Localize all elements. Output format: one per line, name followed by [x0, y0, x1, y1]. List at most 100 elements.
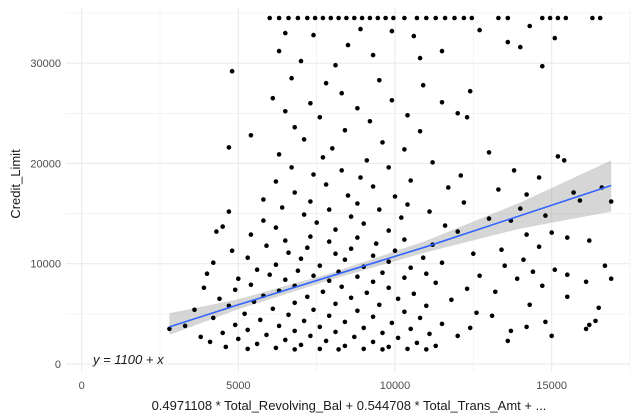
data-point — [328, 15, 334, 21]
data-point — [433, 343, 439, 349]
data-point — [386, 228, 392, 233]
data-point — [298, 256, 304, 262]
equation-suffix: + x — [146, 352, 164, 367]
data-point — [380, 347, 385, 352]
data-point — [524, 324, 529, 330]
data-point — [326, 278, 332, 284]
data-point — [375, 15, 381, 21]
data-point — [408, 265, 414, 271]
data-point — [408, 178, 414, 183]
data-point — [527, 23, 532, 29]
data-point — [236, 276, 241, 282]
data-point — [587, 238, 592, 243]
data-point — [276, 152, 282, 157]
data-point — [486, 216, 492, 221]
data-point — [232, 287, 238, 293]
fit-line — [169, 184, 612, 328]
data-point — [458, 173, 464, 178]
data-point — [521, 257, 526, 263]
data-point — [549, 333, 554, 339]
data-point — [402, 309, 407, 315]
data-point — [433, 280, 439, 286]
data-point — [417, 315, 423, 321]
data-point — [333, 227, 338, 232]
data-point — [361, 221, 367, 226]
data-point — [339, 90, 345, 96]
data-point — [493, 289, 498, 295]
y-axis-ticks: 0 10000 20000 30000 — [30, 58, 61, 371]
data-point — [389, 28, 395, 34]
data-point — [552, 267, 558, 273]
data-point — [602, 263, 608, 269]
data-point — [301, 318, 307, 324]
data-point — [370, 52, 376, 58]
data-point — [455, 111, 461, 116]
data-point — [563, 15, 569, 21]
data-point — [245, 327, 250, 333]
data-point — [305, 245, 310, 250]
data-point — [295, 268, 301, 274]
data-point — [377, 207, 382, 212]
data-point — [223, 344, 229, 350]
data-point — [392, 194, 398, 199]
data-point — [442, 223, 448, 228]
data-point — [344, 15, 349, 21]
data-point — [211, 260, 216, 266]
data-point — [270, 95, 276, 101]
data-point — [399, 215, 404, 220]
data-point — [283, 109, 288, 114]
data-point — [427, 331, 432, 337]
data-point — [308, 234, 313, 239]
data-point — [417, 55, 423, 61]
data-point — [317, 263, 323, 269]
data-point — [298, 342, 304, 348]
data-point — [326, 207, 332, 212]
data-point — [355, 235, 360, 240]
data-point — [192, 307, 197, 313]
data-point — [167, 326, 172, 332]
data-point — [323, 182, 329, 187]
data-point — [220, 224, 225, 229]
data-point — [352, 334, 357, 340]
data-point — [358, 26, 363, 32]
data-point — [489, 313, 495, 319]
data-point — [508, 328, 514, 334]
data-point — [380, 140, 385, 145]
data-point — [308, 199, 313, 204]
data-point — [583, 326, 589, 332]
data-point — [342, 343, 348, 349]
data-point — [254, 267, 260, 273]
data-point — [402, 237, 407, 242]
data-point — [392, 248, 398, 253]
data-point — [402, 15, 407, 21]
data-point — [414, 15, 420, 21]
data-point — [370, 279, 376, 285]
data-point — [474, 310, 479, 316]
data-point — [283, 238, 288, 243]
data-point — [355, 106, 360, 111]
data-point — [373, 241, 379, 246]
data-point — [486, 150, 492, 155]
data-point — [339, 284, 345, 290]
data-point — [502, 263, 508, 269]
data-point — [320, 15, 326, 21]
data-point — [439, 260, 445, 266]
data-point — [596, 305, 601, 311]
data-point — [518, 206, 523, 211]
x-tick-label: 5000 — [226, 380, 250, 392]
data-point — [386, 259, 392, 265]
data-point — [286, 250, 291, 255]
data-point — [367, 15, 373, 21]
data-point — [352, 15, 357, 21]
data-point — [323, 338, 329, 344]
data-point — [345, 42, 351, 48]
data-point — [555, 15, 561, 21]
data-point — [301, 212, 307, 217]
data-point — [439, 48, 445, 54]
data-point — [326, 313, 332, 319]
data-point — [336, 347, 341, 352]
data-point — [270, 306, 276, 312]
data-point — [571, 190, 576, 195]
data-point — [427, 209, 432, 214]
data-point — [311, 32, 316, 38]
